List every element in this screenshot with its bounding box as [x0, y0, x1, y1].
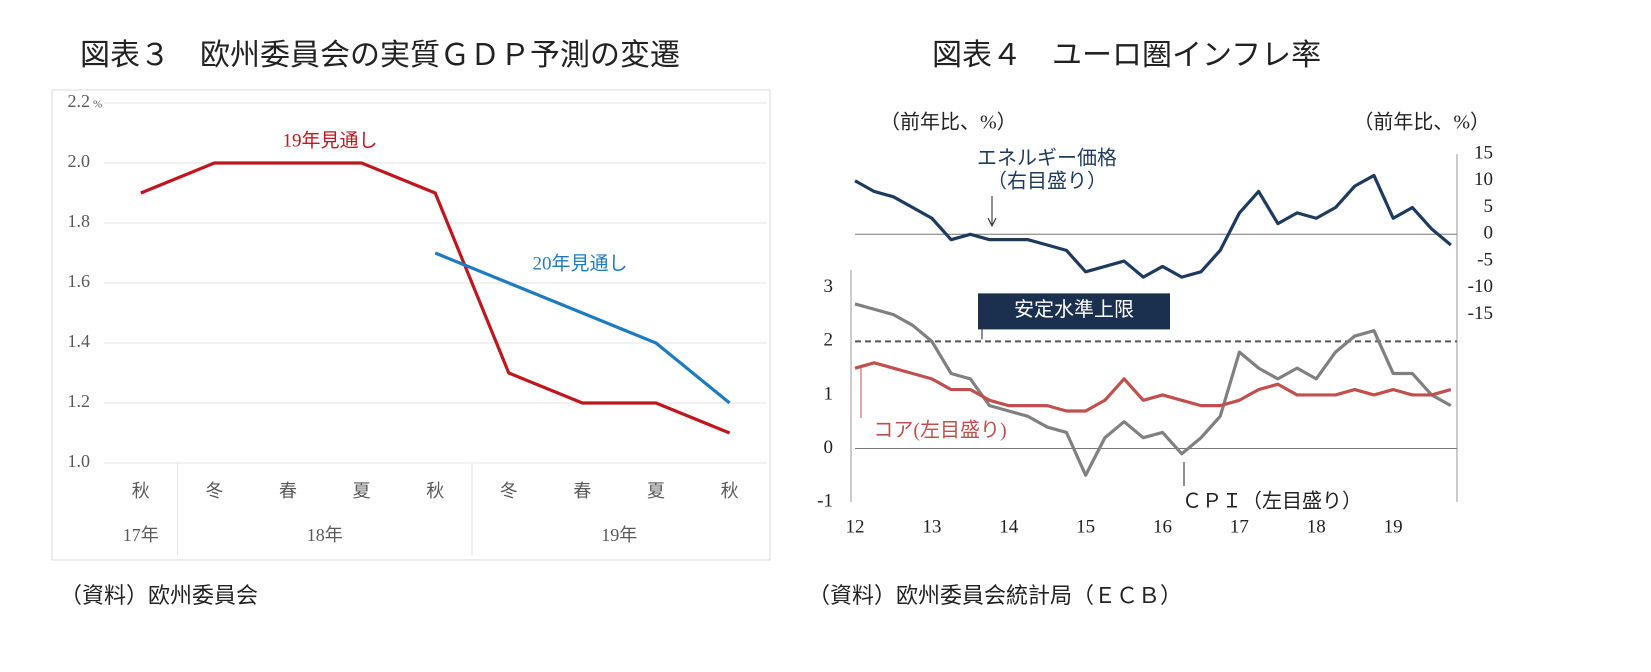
series-line [854, 302, 1452, 477]
y-tick-label: 3 [824, 276, 834, 297]
y-tick-label: 2.2 [68, 91, 91, 111]
y-tick-label: 1.4 [68, 331, 91, 351]
x-tick-label: 春 [279, 481, 297, 501]
x-tick-label: 17 [1230, 516, 1249, 537]
y-tick-label: 2 [824, 330, 834, 351]
series-line [434, 251, 731, 405]
x-tick-label: 14 [999, 516, 1019, 537]
x-tick-label: 19 [1384, 516, 1403, 537]
y-axis-label: （前年比、%） [880, 111, 1017, 134]
x-tick-label: 15 [1076, 516, 1095, 537]
series-label: エネルギー価格 [977, 147, 1117, 170]
x-tick-label: 冬 [205, 481, 223, 501]
x-tick-label: 秋 [721, 481, 739, 501]
y-unit: % [93, 99, 102, 111]
series-label: コア(左目盛り) [873, 419, 1006, 442]
x-group-label: 19年 [601, 525, 637, 545]
y-tick-label: -1 [817, 490, 833, 511]
y-tick-label: 0 [824, 437, 834, 458]
arrow-head [987, 217, 997, 228]
chart-title: 図表３ 欧州委員会の実質ＧＤＰ予測の変遷 [80, 39, 680, 72]
series-line [854, 361, 1452, 413]
y2-tick-label: -15 [1468, 303, 1493, 324]
chart-title: 図表４ ユーロ圏インフレ率 [932, 39, 1321, 72]
y2-tick-label: 10 [1474, 169, 1493, 190]
x-tick-label: 12 [846, 516, 865, 537]
x-tick-label: 13 [922, 516, 941, 537]
x-tick-label: 秋 [426, 481, 444, 501]
x-tick-label: 夏 [353, 481, 371, 501]
reference-label: 安定水準上限 [1014, 298, 1134, 321]
y2-tick-label: -10 [1468, 276, 1493, 297]
x-tick-label: 夏 [647, 481, 665, 501]
plots: 1.0 1.2 1.4 1.6 1.8 2.0 2.2 % 秋 冬 春 夏 秋 冬 春 夏 秋 17年 18年 19年… [68, 91, 1494, 555]
annotation: （右目盛り） [987, 170, 1107, 193]
y-tick-label: 1.0 [68, 451, 91, 471]
x-tick-label: 春 [573, 481, 591, 501]
chart-frame [51, 89, 771, 561]
y2-tick-label: 5 [1484, 196, 1494, 217]
y2-axis-label: （前年比、%） [1353, 111, 1490, 134]
series-label: 19年見通し [282, 129, 377, 151]
y2-tick-label: 15 [1474, 142, 1493, 163]
x-group-label: 17年 [123, 525, 159, 545]
y-tick-label: 1.8 [68, 211, 91, 231]
series-line [140, 161, 731, 435]
y2-tick-label: 0 [1484, 223, 1494, 244]
series-label: ＣＰＩ（左目盛り） [1182, 490, 1362, 513]
y2-tick-label: -5 [1477, 249, 1493, 270]
y-tick-label: 2.0 [68, 151, 91, 171]
y-tick-label: 1 [824, 383, 834, 404]
x-tick-label: 冬 [500, 481, 518, 501]
x-tick-label: 16 [1153, 516, 1172, 537]
x-group-label: 18年 [307, 525, 343, 545]
reference-label-box [978, 293, 1170, 330]
x-tick-label: 18 [1307, 516, 1326, 537]
x-tick-label: 秋 [132, 481, 150, 501]
series-label: 20年見通し [532, 252, 627, 274]
source: （資料）欧州委員会 [60, 583, 258, 608]
series-line [854, 173, 1452, 279]
y-tick-label: 1.6 [68, 271, 91, 291]
source: （資料）欧州委員会統計局（ＥＣＢ） [808, 583, 1182, 608]
y-tick-label: 1.2 [68, 391, 91, 411]
